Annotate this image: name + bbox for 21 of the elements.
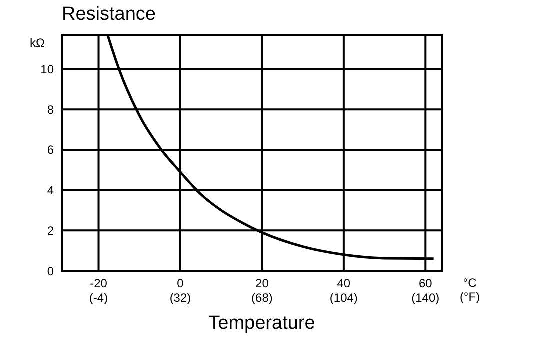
x2-tick-label: (-4) (88, 291, 110, 305)
y-tick-label: 6 (47, 143, 54, 158)
x-tick-label: 20 (256, 276, 270, 291)
y-tick-label: 8 (47, 102, 54, 117)
x-tick-label: 60 (418, 276, 433, 291)
x2-tick-label: (68) (250, 291, 274, 305)
text: (°F) (458, 290, 482, 304)
x-tick-label: 0 (177, 276, 184, 291)
x-tick-label: 40 (337, 276, 351, 291)
y-tick-label: 4 (47, 184, 54, 198)
x2-tick-label: (32) (168, 291, 192, 305)
x-tick-label: -20 (90, 276, 108, 291)
x2-tick-label: (104) (328, 291, 359, 305)
y-tick-label: 0 (47, 264, 54, 278)
y-tick-label: 10 (40, 62, 54, 77)
chart-title: Resistance (62, 4, 156, 26)
text: °C (462, 276, 478, 290)
x-axis-title: Temperature (208, 313, 316, 335)
x2-tick-label: (140) (410, 291, 441, 305)
y-tick-label: 2 (47, 224, 54, 238)
y-axis-title: kΩ (30, 36, 45, 50)
